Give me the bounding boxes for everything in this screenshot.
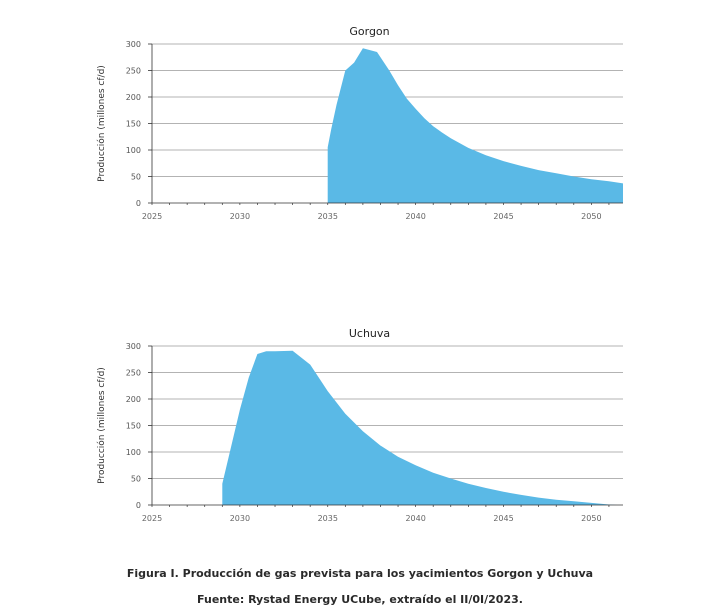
gorgon-title: Gorgon — [349, 25, 389, 38]
uchuva-xtick-2040: 2040 — [405, 514, 425, 523]
uchuva-chart: 0 50 100 150 200 250 300 2025 2030 2035 2040 2045 20… — [96, 327, 623, 523]
uchuva-ytick-100: 100 — [126, 448, 141, 457]
figure-source: Fuente: Rystad Energy UCube, extraído el… — [197, 593, 523, 606]
gorgon-xtick-2035: 2035 — [318, 212, 338, 221]
gorgon-xtick-2045: 2045 — [493, 212, 513, 221]
uchuva-xtick-2025: 2025 — [142, 514, 162, 523]
uchuva-xtick-2035: 2035 — [318, 514, 338, 523]
uchuva-ytick-300: 300 — [126, 342, 141, 351]
uchuva-area-series — [222, 350, 618, 505]
gorgon-ytick-100: 100 — [126, 146, 141, 155]
gorgon-area-series — [327, 48, 623, 204]
gorgon-xtick-2040: 2040 — [405, 212, 425, 221]
uchuva-ytick-200: 200 — [126, 395, 141, 404]
gorgon-xtick-2025: 2025 — [142, 212, 162, 221]
gorgon-xtick-2050: 2050 — [581, 212, 601, 221]
uchuva-ytick-50: 50 — [131, 475, 141, 484]
gorgon-ytick-250: 250 — [126, 67, 141, 76]
gorgon-ytick-0: 0 — [136, 199, 141, 208]
uchuva-xtick-2050: 2050 — [581, 514, 601, 523]
uchuva-xtick-2030: 2030 — [230, 514, 250, 523]
gorgon-ytick-300: 300 — [126, 40, 141, 49]
uchuva-title: Uchuva — [349, 327, 390, 340]
gorgon-xtick-2030: 2030 — [230, 212, 250, 221]
gorgon-ytick-200: 200 — [126, 93, 141, 102]
uchuva-ytick-250: 250 — [126, 369, 141, 378]
uchuva-ytick-0: 0 — [136, 501, 141, 510]
gorgon-ylabel: Producción (millones cf/d) — [96, 65, 107, 182]
figure-caption: Figura I. Producción de gas prevista par… — [126, 567, 594, 580]
uchuva-xtick-2045: 2045 — [493, 514, 513, 523]
gorgon-chart: 0 50 100 150 200 250 300 2025 2030 2035 2040 2045 20… — [96, 25, 623, 221]
gorgon-ytick-50: 50 — [131, 173, 141, 182]
uchuva-ylabel: Producción (millones cf/d) — [96, 367, 107, 484]
uchuva-ytick-150: 150 — [126, 422, 141, 431]
gorgon-ytick-150: 150 — [126, 120, 141, 129]
